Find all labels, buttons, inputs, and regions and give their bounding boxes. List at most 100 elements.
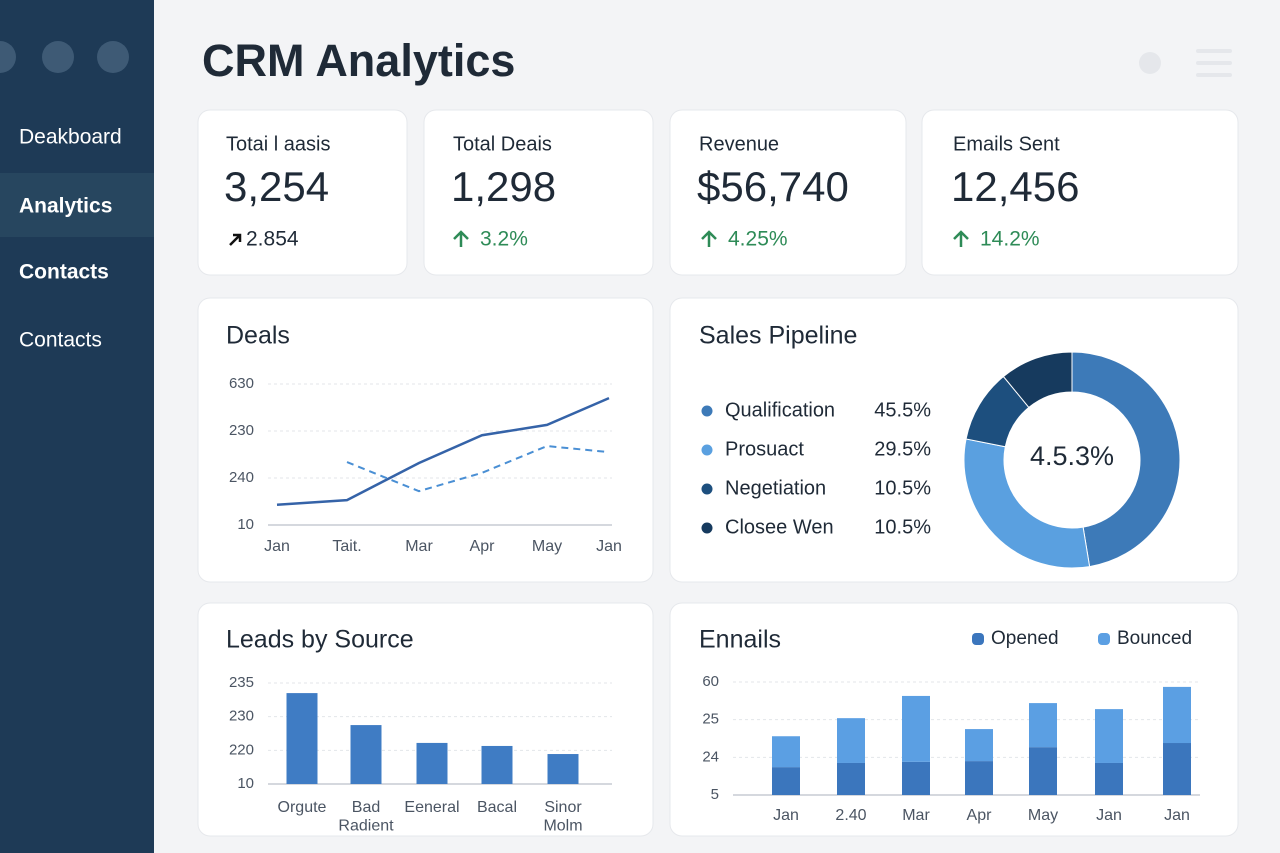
bar-segment [1095, 709, 1123, 763]
bar-segment [1163, 686, 1191, 744]
chart-card [197, 297, 654, 583]
y-tick-label: 24 [702, 748, 719, 765]
bar [481, 745, 513, 784]
kpi-value: 12,456 [951, 163, 1079, 210]
bar-segment [837, 718, 865, 763]
x-tick-label: 2.40 [835, 807, 866, 824]
kpi-label: Total Deais [453, 133, 552, 155]
legend-dot [701, 405, 713, 417]
kpi-value: 1,298 [451, 163, 556, 210]
menu-bar [1196, 61, 1232, 65]
bar-segment [772, 736, 800, 768]
x-tick-label: Bad Radient [338, 799, 394, 834]
legend-swatch [1098, 633, 1110, 645]
x-tick-label: Jan [1164, 807, 1190, 824]
bar [350, 725, 382, 784]
chart-title: Sales Pipeline [699, 322, 857, 350]
x-tick-label: Sinor Molm [543, 799, 582, 834]
kpi-label: Totai l aasis [226, 133, 331, 155]
y-tick-label: 235 [229, 674, 254, 691]
legend-label: Bounced [1117, 628, 1192, 649]
y-tick-label: 5 [711, 786, 719, 803]
y-tick-label: 240 [229, 469, 254, 486]
menu-button[interactable] [1196, 49, 1232, 77]
legend-dot [701, 444, 713, 456]
x-tick-label: Mar [405, 538, 433, 555]
bar [547, 754, 579, 784]
x-tick-label: Jan [596, 538, 622, 555]
y-tick-label: 220 [229, 741, 254, 758]
sidebar [0, 0, 154, 853]
line-series [346, 445, 610, 493]
y-tick-label: 230 [229, 708, 254, 725]
y-tick-label: 60 [702, 673, 719, 690]
kpi-label: Revenue [699, 133, 779, 155]
y-tick-label: 230 [229, 422, 254, 439]
nav-item[interactable]: Deakboard [19, 126, 122, 149]
x-tick-label: Apr [470, 538, 496, 555]
x-tick-label: Bacal [477, 799, 517, 816]
bar-segment [1029, 747, 1057, 795]
donut-slice [963, 438, 1091, 569]
legend-label: Prosuact [725, 438, 804, 460]
chart-title: Deals [226, 322, 290, 350]
kpi-card [921, 109, 1239, 276]
bar-segment [837, 762, 865, 795]
legend-swatch [972, 633, 984, 645]
bar-segment [965, 729, 993, 762]
nav-item[interactable]: Analytics [19, 195, 112, 218]
x-tick-label: Apr [967, 807, 993, 824]
donut-slice [1071, 351, 1181, 568]
menu-bar [1196, 73, 1232, 77]
kpi-value: 3,254 [224, 163, 329, 210]
bar-segment [1163, 743, 1191, 795]
y-tick-label: 10 [237, 775, 254, 792]
legend-label: Negetiation [725, 477, 826, 499]
x-tick-label: Mar [902, 807, 930, 824]
x-tick-label: Eeneral [404, 799, 459, 816]
legend-label: Opened [991, 628, 1059, 649]
kpi-delta: 14.2% [980, 228, 1040, 251]
menu-bar [1196, 49, 1232, 53]
chart-title: Ennails [699, 626, 781, 654]
x-tick-label: May [1028, 807, 1058, 824]
bar [286, 693, 318, 784]
bar-segment [965, 761, 993, 795]
trend-arrow [229, 233, 242, 246]
bar-segment [1029, 703, 1057, 748]
legend-label: Closee Wen [725, 516, 834, 538]
value-label: 45.5% [874, 399, 931, 421]
y-tick-label: 630 [229, 375, 254, 392]
x-tick-label: Orgute [278, 799, 327, 816]
window-dot [97, 41, 129, 73]
kpi-delta: 2.854 [246, 228, 299, 251]
window-dot [0, 41, 16, 73]
kpi-card [423, 109, 654, 276]
donut-center-label: 4.5.3% [1030, 441, 1114, 471]
kpi-delta: 4.25% [728, 228, 788, 251]
x-tick-label: Jan [1096, 807, 1122, 824]
legend-dot [701, 522, 713, 534]
kpi-card [669, 109, 907, 276]
line-series [276, 396, 610, 507]
x-tick-label: Jan [773, 807, 799, 824]
nav-item[interactable]: Contacts [19, 329, 102, 352]
kpi-delta: 3.2% [480, 228, 528, 251]
window-dot [42, 41, 74, 73]
trend-arrow [453, 230, 469, 247]
value-label: 10.5% [874, 477, 931, 499]
x-tick-label: May [532, 538, 562, 555]
x-tick-label: Jan [264, 538, 290, 555]
chart-title: Leads by Source [226, 626, 414, 654]
kpi-label: Emails Sent [953, 133, 1060, 155]
donut-slice [1002, 351, 1073, 409]
kpi-card [197, 109, 408, 276]
legend-label: Qualification [725, 399, 835, 421]
trend-arrow [953, 230, 969, 247]
legend-dot [701, 483, 713, 495]
icon-button[interactable] [1139, 52, 1161, 74]
nav-item[interactable]: Contacts [19, 261, 109, 284]
value-label: 29.5% [874, 438, 931, 460]
kpi-value: $56,740 [697, 163, 849, 210]
